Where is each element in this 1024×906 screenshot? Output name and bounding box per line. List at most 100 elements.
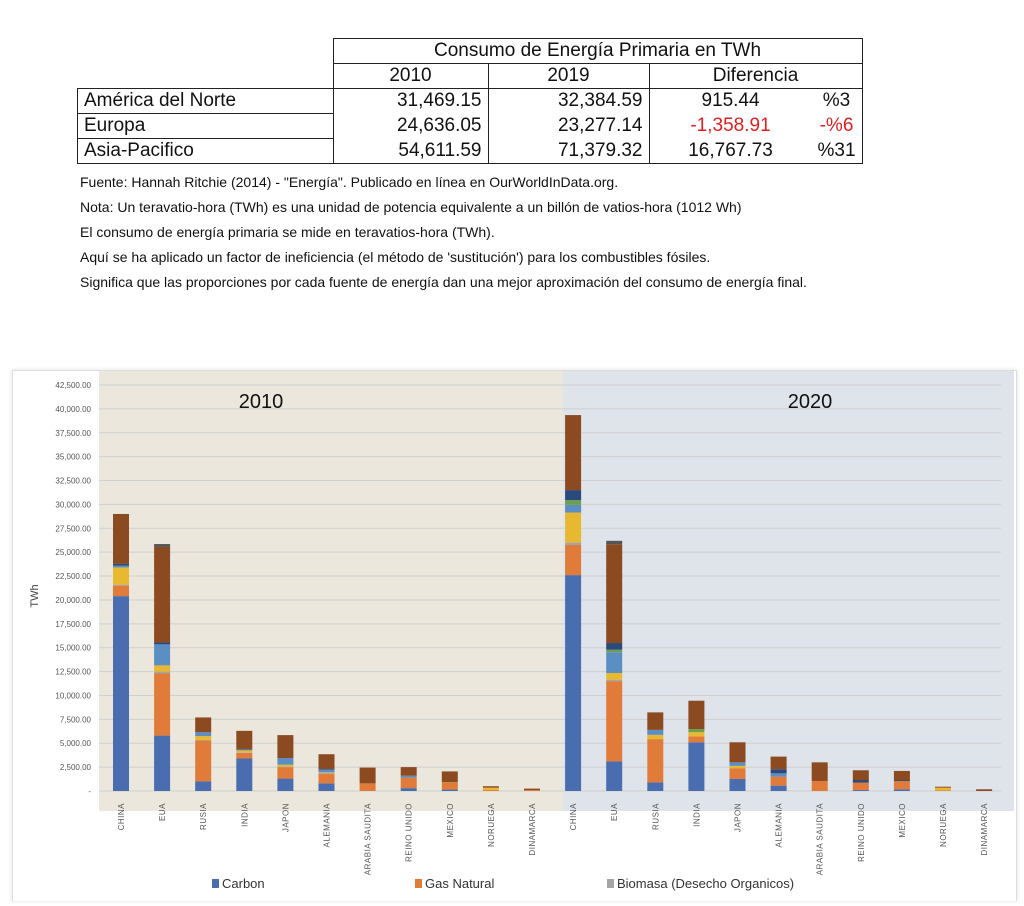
cell-y2010: 31,469.15 [333,89,488,114]
bar-segment-noruega-s7 [483,786,499,787]
bar-segment-alemania-s7 [771,757,787,770]
bar-segment-alemania-s6 [771,769,787,773]
bar-segment-alemania-s4 [319,770,335,773]
bar-segment-reino-unido-s7 [401,767,417,776]
y-tick-label: 40,000.00 [55,405,91,414]
energy-table: Consumo de Energía Primaria en TWh 2010 … [77,38,863,164]
table-title: Consumo de Energía Primaria en TWh [333,39,862,64]
bar-segment-rusia-s3 [195,736,211,740]
x-tick-label: INDIA [692,803,701,827]
x-tick-label: JAPON [734,803,743,832]
y-tick-label: 15,000.00 [55,644,91,653]
bar-segment-alemania-s7 [319,754,335,769]
x-tick-label: ALEMANIA [323,803,332,848]
bar-segment-japon-s4 [277,758,293,765]
bar-segment-eua-s3 [606,673,622,680]
y-tick-label: 20,000.00 [55,596,91,605]
y-tick-label: 22,500.00 [55,572,91,581]
bar-segment-eua-s6 [606,643,622,650]
x-tick-label: ALEMANIA [775,803,784,848]
bar-segment-china-s7 [565,415,581,490]
bar-segment-reino-unido-s0 [401,788,417,791]
bar-segment-china-s1 [113,586,129,597]
bar-segment-china-s5 [565,500,581,505]
bar-segment-dinamarca-s7 [524,789,540,790]
y-tick-label: 27,500.00 [55,524,91,533]
x-tick-label: REINO UNIDO [857,803,866,862]
bar-segment-mexico-s1 [894,781,910,789]
legend-swatch [415,879,422,888]
bar-segment-reino-unido-s1 [401,778,417,789]
note-meaning: Significa que las proporciones por cada … [80,270,807,295]
cell-diff: 915.44 [649,89,812,114]
y-tick-label: 2,500.00 [60,763,92,772]
bar-segment-alemania-s0 [771,786,787,791]
bar-segment-mexico-s7 [894,771,910,780]
y-tick-label: 30,000.00 [55,500,91,509]
bar-segment-china-s6 [565,490,581,500]
cell-y2019: 23,277.14 [488,114,649,139]
bar-segment-alemania-s4 [771,773,787,776]
bar-segment-china-s1 [565,545,581,575]
note-source: Fuente: Hannah Ritchie (2014) - "Energía… [80,170,807,195]
legend-item: Biomasa (Desecho Organicos) [607,876,794,891]
x-tick-label: RUSIA [199,803,208,830]
header-2010: 2010 [333,64,488,89]
y-tick-label: 25,000.00 [55,548,91,557]
bar-segment-alemania-s2 [319,773,335,774]
cell-diff: -1,358.91 [649,114,812,139]
bar-segment-india-s3 [236,750,252,752]
bar-segment-arabia-saudita-s1 [360,783,376,791]
bar-segment-mexico-s6 [894,780,910,781]
note-method: Aquí se ha aplicado un factor de inefici… [80,245,807,270]
note-measure: El consumo de energía primaria se mide e… [80,220,807,245]
bar-segment-china-s4 [565,505,581,513]
bar-segment-eua-s7 [606,544,622,643]
bar-segment-eua-s5 [606,650,622,653]
bar-segment-india-s0 [688,742,704,791]
x-tick-label: EUA [610,803,619,821]
x-tick-label: ARABIA SAUDITA [364,803,373,875]
y-tick-label: 37,500.00 [55,429,91,438]
bar-segment-reino-unido-s6 [853,780,869,783]
bar-segment-china-s7 [113,514,129,564]
bar-segment-eua-s8 [606,541,622,544]
bar-segment-reino-unido-s4 [401,776,417,778]
cell-y2019: 32,384.59 [488,89,649,114]
legend-item: Carbon [212,876,265,891]
bar-segment-japon-s0 [277,779,293,791]
cell-diff: 16,767.73 [649,139,812,164]
bar-segment-japon-s3 [277,765,293,767]
bar-segment-arabia-saudita-s1 [812,781,828,791]
cell-region: Asia-Pacifico [78,139,334,164]
bar-segment-reino-unido-s1 [853,783,869,790]
notes: Fuente: Hannah Ritchie (2014) - "Energía… [80,170,807,295]
bar-segment-eua-s0 [154,736,170,791]
bar-segment-india-s7 [236,731,252,749]
bar-segment-india-s7 [688,701,704,729]
bar-segment-india-s1 [236,753,252,759]
bar-segment-noruega-s3 [483,788,499,790]
y-tick-label: 32,500.00 [55,477,91,486]
bar-segment-india-s3 [688,732,704,736]
y-tick-label: 17,500.00 [55,620,91,629]
cell-pct: %31 [812,139,863,164]
bar-segment-japon-s1 [730,768,746,779]
bar-segment-rusia-s1 [647,739,663,782]
bar-segment-china-s3 [565,513,581,543]
bar-segment-japon-s1 [277,767,293,778]
bar-segment-rusia-s7 [647,712,663,729]
bar-segment-noruega-s1 [483,790,499,791]
bar-segment-china-s2 [113,585,129,586]
bar-segment-rusia-s4 [195,732,211,736]
legend-swatch [607,879,614,888]
bar-segment-eua-s1 [606,681,622,761]
cell-pct: %3 [812,89,863,114]
header-2019: 2019 [488,64,649,89]
x-tick-label: MEXICO [446,803,455,838]
bar-segment-eua-s0 [606,761,622,791]
bar-segment-china-s4 [113,566,129,568]
bar-segment-japon-s0 [730,779,746,791]
